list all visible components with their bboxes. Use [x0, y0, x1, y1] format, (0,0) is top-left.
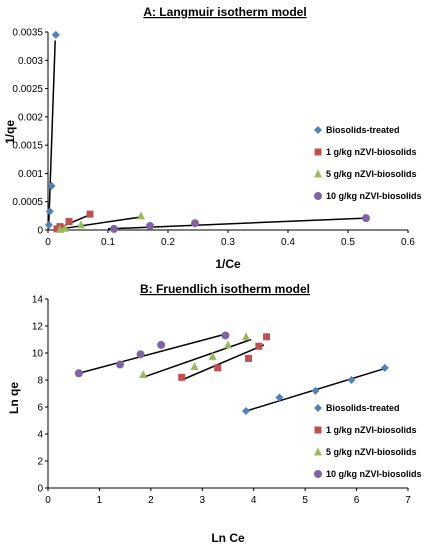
data-point-circle	[74, 369, 83, 378]
fit-line-triangle	[56, 216, 142, 231]
data-point-diamond	[242, 407, 250, 416]
chart-a-title: A: Langmuir isotherm model	[143, 5, 306, 19]
chart-b-xlabel: Ln Ce	[211, 531, 245, 545]
y-tick-label: 0.0035	[12, 28, 43, 39]
legend-label: Biosolids-treated	[326, 403, 400, 413]
data-point-triangle	[208, 351, 217, 360]
legend-marker-triangle	[314, 447, 322, 456]
chart-b-title: B: Fruendlich isotherm model	[140, 282, 310, 296]
data-point-square	[65, 218, 73, 226]
fit-line-diamond	[47, 40, 56, 229]
fit-line-triangle	[142, 338, 252, 379]
legend-label: Biosolids-treated	[326, 125, 400, 135]
chart-a-xlabel: 1/Ce	[215, 257, 241, 271]
x-tick-label: 1	[97, 495, 103, 506]
data-point-circle	[136, 350, 145, 359]
data-point-diamond	[380, 363, 389, 372]
data-point-square	[86, 210, 94, 218]
chart-a-legend: Biosolids-treated 1 g/kg nZVI-biosolids 5 …	[314, 125, 422, 201]
data-point-triangle	[139, 370, 148, 379]
data-point-square	[263, 333, 271, 341]
chart-langmuir: A: Langmuir isotherm model 0 0.0005 0.001 0…	[3, 5, 422, 271]
data-point-square	[178, 373, 186, 381]
data-point-triangle	[190, 362, 199, 370]
data-point-circle	[191, 219, 199, 228]
x-tick-label: 3	[200, 495, 206, 506]
x-tick-label: 5	[302, 495, 308, 506]
y-tick-label: 0.003	[18, 56, 43, 67]
y-tick-label: 0.001	[18, 169, 43, 180]
x-tick-label: 0.6	[401, 237, 415, 248]
data-point-diamond	[47, 181, 56, 190]
data-point-square	[245, 354, 253, 362]
y-tick-label: 4	[37, 430, 43, 441]
legend-marker-diamond	[314, 404, 322, 412]
y-tick-label: 0	[37, 484, 43, 495]
legend-label: 10 g/kg nZVI-biosolids	[326, 469, 422, 479]
y-tick-label: 2	[37, 457, 43, 468]
data-point-square	[214, 364, 222, 372]
data-point-diamond	[45, 207, 54, 216]
data-point-triangle	[224, 340, 232, 349]
data-point-diamond	[44, 220, 53, 229]
x-tick-label: 4	[251, 495, 257, 506]
legend-marker-triangle	[314, 169, 322, 178]
data-point-triangle	[137, 211, 145, 220]
data-point-diamond	[275, 393, 284, 402]
y-tick-label: 8	[37, 376, 43, 387]
data-point-triangle	[77, 220, 85, 229]
data-point-diamond	[347, 376, 356, 384]
x-tick-label: 0.3	[221, 237, 235, 248]
data-point-triangle	[242, 332, 250, 341]
data-point-circle	[157, 340, 166, 349]
fit-line-square	[181, 344, 265, 381]
x-tick-label: 6	[354, 495, 360, 506]
y-tick-label: 10	[32, 349, 44, 360]
legend-label: 1 g/kg nZVI-biosolids	[326, 147, 417, 157]
chart-freundlich: B: Fruendlich isotherm model 02468101214…	[7, 282, 422, 545]
legend-marker-circle	[314, 192, 322, 200]
y-tick-label: 14	[32, 295, 44, 306]
data-point-circle	[221, 331, 230, 340]
y-tick-label: 12	[32, 322, 44, 333]
x-tick-label: 2	[148, 495, 154, 506]
legend-label: 5 g/kg nZVI-biosolids	[326, 447, 417, 457]
legend-marker-circle	[314, 470, 322, 478]
y-tick-label: 0.0025	[12, 84, 43, 95]
x-tick-label: 7	[405, 495, 411, 506]
chart-b-legend: Biosolids-treated 1 g/kg nZVI-biosolids 5 …	[314, 403, 422, 479]
y-tick-label: 0.0005	[12, 197, 43, 208]
data-point-diamond	[311, 386, 320, 395]
data-point-circle	[362, 214, 370, 223]
chart-b-ylabel: Ln qe	[7, 382, 21, 414]
y-tick-label: 0	[37, 226, 43, 237]
x-tick-label: 0	[45, 237, 51, 248]
legend-marker-diamond	[314, 126, 322, 134]
data-point-square	[255, 342, 263, 350]
legend-marker-square	[314, 426, 322, 434]
fit-line-circle	[78, 333, 226, 374]
data-point-circle	[110, 224, 118, 233]
x-tick-label: 0.2	[161, 237, 175, 248]
legend-label: 5 g/kg nZVI-biosolids	[326, 169, 417, 179]
chart-a-ylabel: 1/qe	[3, 120, 17, 144]
data-point-circle	[116, 360, 124, 369]
legend-marker-square	[314, 148, 322, 156]
x-tick-label: 0.5	[341, 237, 355, 248]
x-tick-label: 0	[45, 495, 51, 506]
x-tick-label: 0.4	[281, 237, 295, 248]
legend-label: 1 g/kg nZVI-biosolids	[326, 425, 417, 435]
legend-label: 10 g/kg nZVI-biosolids	[326, 191, 422, 201]
data-point-triangle	[60, 223, 69, 232]
y-tick-label: 0.002	[18, 112, 43, 123]
y-tick-label: 6	[37, 403, 43, 414]
data-point-diamond	[51, 30, 60, 39]
x-tick-label: 0.1	[101, 237, 115, 248]
data-point-circle	[146, 222, 154, 231]
y-tick-label: 0.0015	[12, 141, 43, 152]
